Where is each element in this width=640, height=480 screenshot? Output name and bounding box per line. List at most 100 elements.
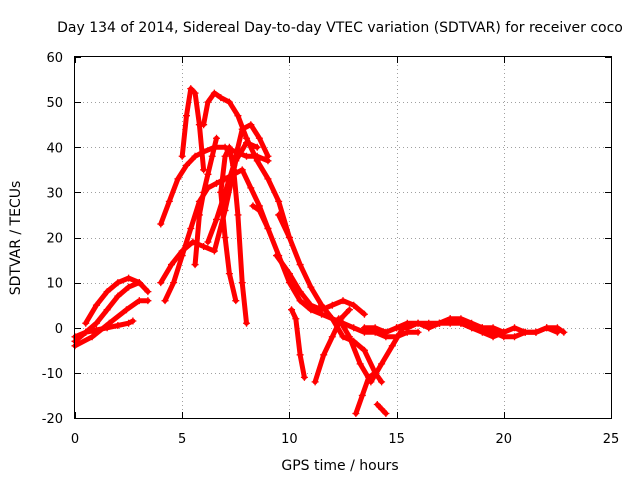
data-point [144,297,152,305]
x-tick-label: 15 [388,432,405,447]
data-point [403,324,411,332]
data-point [446,315,454,323]
data-point [489,328,497,336]
data-point [307,301,315,309]
data-point [247,121,255,129]
data-point [318,301,326,309]
series-track-10 [205,122,271,245]
data-point [360,310,368,318]
data-point [511,333,519,341]
data-point [296,288,304,296]
data-point [356,360,364,368]
data-point [221,152,229,160]
data-point [204,170,212,178]
chart-title: Day 134 of 2014, Sidereal Day-to-day VTE… [57,20,623,36]
x-tick-label: 5 [178,432,186,447]
data-point [243,319,251,327]
data-point [234,112,242,120]
data-point [275,197,283,205]
data-point [178,252,186,260]
data-point [249,202,257,210]
data-point [285,279,293,287]
data-point [129,317,137,325]
data-point [328,315,336,323]
data-point [339,333,347,341]
data-point [378,405,386,413]
data-point [264,175,272,183]
data-point [92,301,100,309]
data-point [358,391,366,399]
data-point [103,306,111,314]
data-point [213,179,221,187]
data-point [328,333,336,341]
y-tick-label: 20 [46,232,63,247]
series-track-14 [250,203,421,340]
data-point [371,369,379,377]
data-point [393,324,401,332]
data-point [335,315,343,323]
data-point [435,319,443,327]
data-series [71,85,568,417]
series-track-12 [192,135,219,268]
series-track-13 [218,189,239,304]
data-point [285,234,293,241]
data-point [425,324,433,332]
data-point [238,125,246,133]
y-tick-label: 60 [46,51,63,66]
data-point [191,261,199,269]
data-point [264,152,272,160]
data-point [382,409,390,417]
data-point [165,197,173,205]
data-point [232,297,240,305]
data-point [371,324,379,332]
data-point [288,306,296,314]
data-point [234,211,242,219]
data-point [285,270,293,278]
x-tick-label: 0 [71,432,79,447]
data-point [167,261,175,269]
y-tick-label: -10 [42,367,63,382]
y-tick-label: 10 [46,277,63,292]
y-tick-label: 30 [46,186,63,201]
data-point [238,166,246,174]
data-point [122,306,130,314]
grid [75,57,611,418]
data-point [105,319,113,327]
plot-frame [74,56,612,419]
axis-ticks: 0 5 10 15 20 25 -20 -10 0 10 20 30 40 50 60 [42,51,620,447]
data-point [511,324,519,332]
data-point [553,328,561,336]
data-point [311,378,319,386]
data-point [157,220,165,228]
y-tick-label: 50 [46,96,63,111]
data-point [378,378,386,386]
data-point [217,94,225,102]
data-point [521,328,529,336]
data-point [543,324,551,332]
data-point [378,360,386,368]
data-point [264,224,272,232]
data-point [174,175,182,183]
data-point [114,279,122,287]
y-tick-label: 40 [46,141,63,156]
data-point [300,373,308,381]
y-tick-label: 0 [55,322,63,337]
data-point [339,297,347,305]
data-point [478,324,486,332]
data-point [225,270,233,278]
data-point [170,279,178,287]
data-point [204,238,212,246]
data-point [373,400,381,408]
x-tick-label: 25 [603,432,620,447]
data-point [500,333,508,341]
x-tick-label: 10 [281,432,298,447]
data-point [468,319,476,327]
data-point [457,315,465,323]
data-point [255,134,263,142]
data-point [204,98,212,106]
data-point [296,261,304,269]
data-point [296,297,304,305]
data-point [144,288,152,296]
data-point [92,319,100,327]
